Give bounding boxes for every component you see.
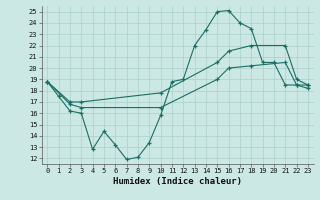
X-axis label: Humidex (Indice chaleur): Humidex (Indice chaleur) [113, 177, 242, 186]
